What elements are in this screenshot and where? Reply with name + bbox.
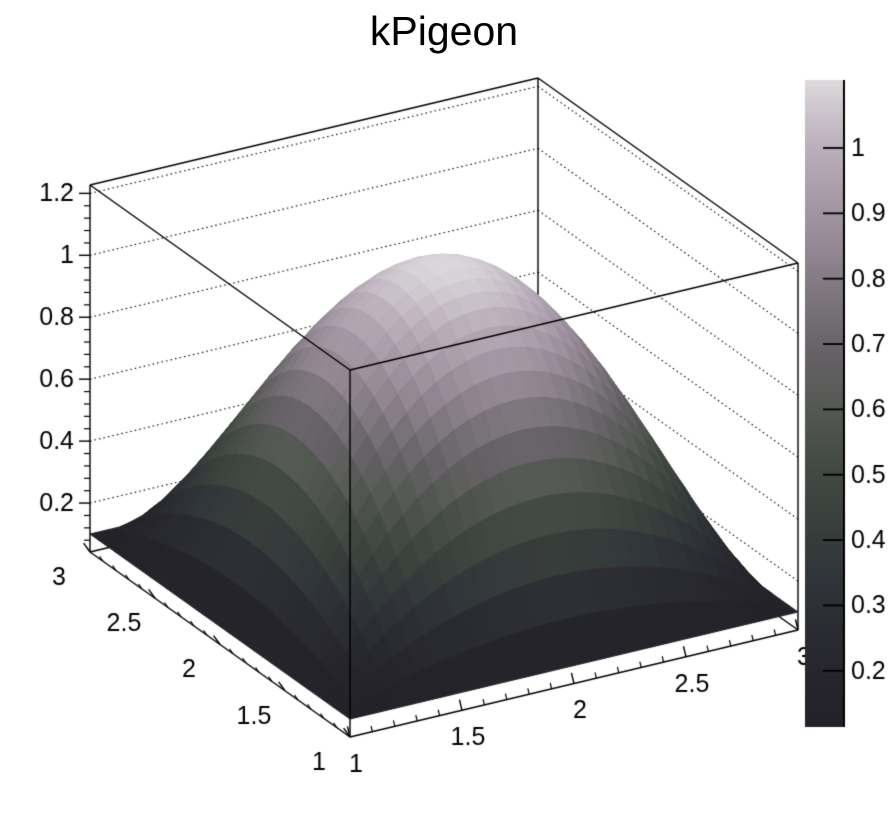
plot-title: kPigeon [369, 8, 519, 54]
